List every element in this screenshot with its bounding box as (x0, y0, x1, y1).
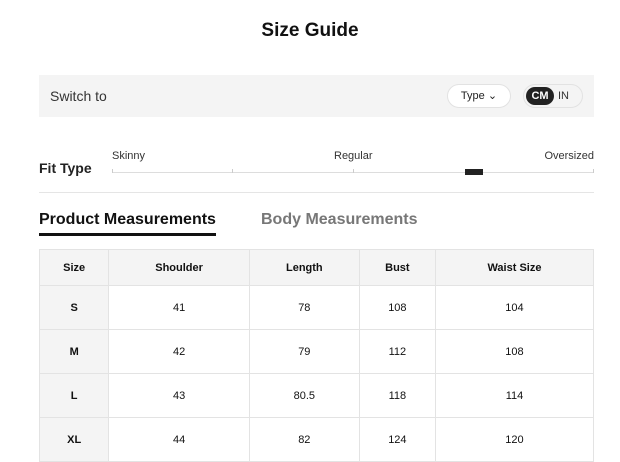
tab-product-measurements[interactable]: Product Measurements (39, 211, 216, 236)
fit-marker (464, 169, 483, 175)
unit-cm-button[interactable]: CM (526, 87, 554, 105)
table-cell: 78 (248, 285, 360, 330)
column-header: Shoulder (108, 249, 250, 286)
table-cell: 108 (358, 285, 436, 330)
type-dropdown[interactable]: Type ⌄ (447, 84, 511, 108)
table-cell: 118 (358, 373, 436, 418)
table-cell: 80.5 (248, 373, 360, 418)
table-cell: 43 (108, 373, 250, 418)
type-label: Type (460, 90, 485, 102)
fit-skinny-label: Skinny (112, 150, 146, 162)
unit-switch-bar: Switch to Type ⌄ CM IN (39, 75, 594, 117)
chevron-down-icon: ⌄ (487, 90, 498, 102)
table-row: M 42 79 112 108 (38, 329, 595, 374)
switch-label: Switch to (50, 88, 107, 104)
column-header: Length (248, 249, 360, 286)
table-cell: 120 (434, 417, 595, 462)
table-cell: 124 (358, 417, 436, 462)
divider (39, 192, 594, 193)
table-cell: 112 (358, 329, 436, 374)
table-row: S 41 78 108 104 (38, 285, 595, 330)
table-cell: XL (38, 417, 110, 462)
table-cell: 104 (434, 285, 595, 330)
table-cell: 44 (108, 417, 250, 462)
column-header: Waist Size (434, 249, 595, 286)
table-cell: 114 (434, 373, 595, 418)
column-header: Bust (358, 249, 436, 286)
table-cell: M (38, 329, 110, 374)
table-row: XL 44 82 124 120 (38, 417, 595, 462)
fit-oversized-label: Oversized (544, 150, 594, 162)
table-row: L 43 80.5 118 114 (38, 373, 595, 418)
unit-toggle: CM IN (523, 84, 583, 108)
table-cell: S (38, 285, 110, 330)
table-cell: 82 (248, 417, 360, 462)
table-cell: 42 (108, 329, 250, 374)
fit-scale-track (112, 169, 594, 175)
size-table: Size Shoulder Length Bust Waist Size S 41 78 10… (38, 249, 595, 462)
table-cell: L (38, 373, 110, 418)
fit-type-label: Fit Type (39, 160, 92, 176)
table-cell: 79 (248, 329, 360, 374)
table-cell: 41 (108, 285, 250, 330)
page-title: Size Guide (261, 20, 359, 41)
table-cell: 108 (434, 329, 595, 374)
column-header: Size (38, 249, 110, 286)
fit-regular-label: Regular (334, 150, 373, 162)
unit-in-button[interactable]: IN (558, 90, 569, 102)
tab-body-measurements[interactable]: Body Measurements (261, 211, 418, 228)
